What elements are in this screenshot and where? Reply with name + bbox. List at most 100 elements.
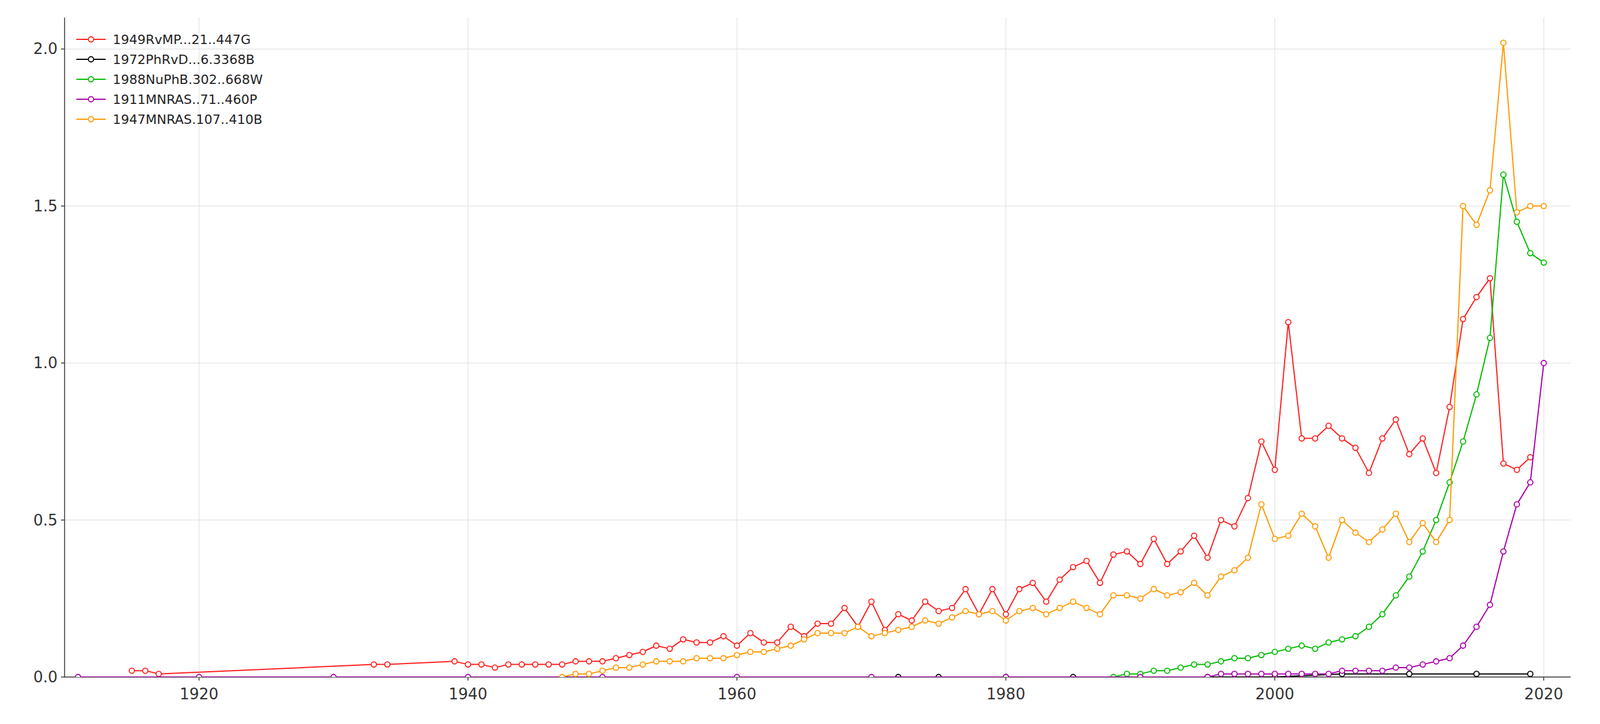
legend-marker bbox=[88, 56, 94, 63]
legend-marker bbox=[88, 116, 94, 123]
point bbox=[1312, 645, 1318, 652]
point bbox=[868, 633, 875, 639]
point bbox=[1231, 567, 1238, 574]
point bbox=[1258, 438, 1265, 444]
point bbox=[1339, 636, 1345, 642]
point bbox=[1204, 554, 1211, 561]
point bbox=[559, 661, 565, 668]
point bbox=[694, 640, 700, 646]
point bbox=[667, 645, 673, 652]
point bbox=[1379, 435, 1386, 441]
point bbox=[465, 661, 471, 668]
x-tick bbox=[467, 676, 469, 681]
point bbox=[1204, 674, 1211, 678]
point bbox=[129, 668, 135, 674]
legend: 1949RvMP...21..447G1972PhRvD...6.3368B19… bbox=[76, 32, 264, 127]
point bbox=[559, 674, 565, 678]
y-tick bbox=[61, 362, 65, 364]
point bbox=[1527, 250, 1534, 256]
y-tick bbox=[61, 48, 65, 50]
point bbox=[546, 661, 552, 668]
point bbox=[1124, 671, 1130, 677]
point bbox=[1285, 319, 1292, 325]
point bbox=[1433, 517, 1439, 523]
point bbox=[1204, 674, 1211, 678]
point bbox=[1312, 523, 1318, 530]
point bbox=[1258, 652, 1265, 658]
point bbox=[1029, 605, 1036, 611]
point bbox=[1527, 203, 1534, 209]
point bbox=[976, 611, 982, 618]
point bbox=[747, 630, 753, 636]
point bbox=[680, 658, 686, 665]
point bbox=[774, 645, 780, 652]
y-tick-label: 0.5 bbox=[33, 511, 58, 530]
point bbox=[1541, 260, 1547, 266]
legend-label: 1949RvMP...21..447G bbox=[112, 32, 251, 47]
point bbox=[1245, 554, 1251, 561]
point bbox=[573, 671, 579, 677]
point bbox=[734, 674, 740, 678]
point bbox=[1016, 608, 1023, 614]
point bbox=[1339, 435, 1345, 441]
point bbox=[532, 661, 538, 668]
point bbox=[1433, 658, 1439, 665]
point bbox=[1514, 467, 1520, 473]
point bbox=[707, 655, 713, 661]
point bbox=[1406, 539, 1413, 545]
point bbox=[922, 598, 928, 605]
point bbox=[1487, 275, 1493, 281]
point bbox=[1218, 658, 1224, 665]
point bbox=[1393, 592, 1399, 598]
y-tick-label: 2.0 bbox=[33, 39, 58, 58]
legend-label: 1947MNRAS.107..410B bbox=[112, 112, 263, 127]
point bbox=[1460, 203, 1466, 209]
point bbox=[721, 655, 727, 661]
point bbox=[882, 630, 888, 636]
point bbox=[1339, 517, 1345, 523]
point bbox=[1473, 221, 1480, 228]
x-tick-label: 2000 bbox=[1255, 685, 1295, 703]
point bbox=[801, 636, 807, 642]
point bbox=[1379, 526, 1386, 532]
axes: 1920194019601980200020200.00.51.01.52.0 bbox=[33, 17, 1571, 703]
point bbox=[935, 621, 942, 627]
point bbox=[1325, 554, 1332, 561]
point bbox=[1500, 172, 1507, 178]
point bbox=[1393, 510, 1399, 517]
point bbox=[908, 624, 915, 630]
point bbox=[1110, 551, 1117, 558]
point bbox=[1527, 671, 1534, 677]
point bbox=[1218, 517, 1224, 523]
point bbox=[1446, 517, 1453, 523]
point bbox=[1285, 645, 1292, 652]
point bbox=[1003, 611, 1009, 618]
point bbox=[1514, 219, 1520, 225]
point bbox=[1191, 533, 1197, 539]
point bbox=[1406, 573, 1413, 579]
point bbox=[895, 627, 901, 633]
point bbox=[760, 649, 767, 655]
point bbox=[1097, 580, 1103, 586]
point bbox=[787, 642, 794, 649]
point bbox=[1379, 668, 1386, 674]
point bbox=[1487, 335, 1493, 341]
legend-marker bbox=[88, 76, 94, 83]
point bbox=[721, 633, 727, 639]
point bbox=[1433, 539, 1439, 545]
x-tick-label: 1980 bbox=[986, 685, 1026, 703]
point bbox=[1541, 203, 1547, 209]
series bbox=[559, 39, 1547, 677]
grid bbox=[64, 17, 1571, 677]
point bbox=[962, 608, 969, 614]
point bbox=[156, 671, 162, 677]
point bbox=[1151, 586, 1157, 592]
point bbox=[1056, 605, 1063, 611]
legend-marker bbox=[88, 36, 94, 43]
point bbox=[841, 630, 848, 636]
point bbox=[1272, 467, 1278, 473]
point bbox=[1151, 536, 1157, 542]
y-tick-label: 1.5 bbox=[33, 197, 58, 215]
point bbox=[895, 611, 901, 618]
y-tick bbox=[61, 519, 65, 521]
